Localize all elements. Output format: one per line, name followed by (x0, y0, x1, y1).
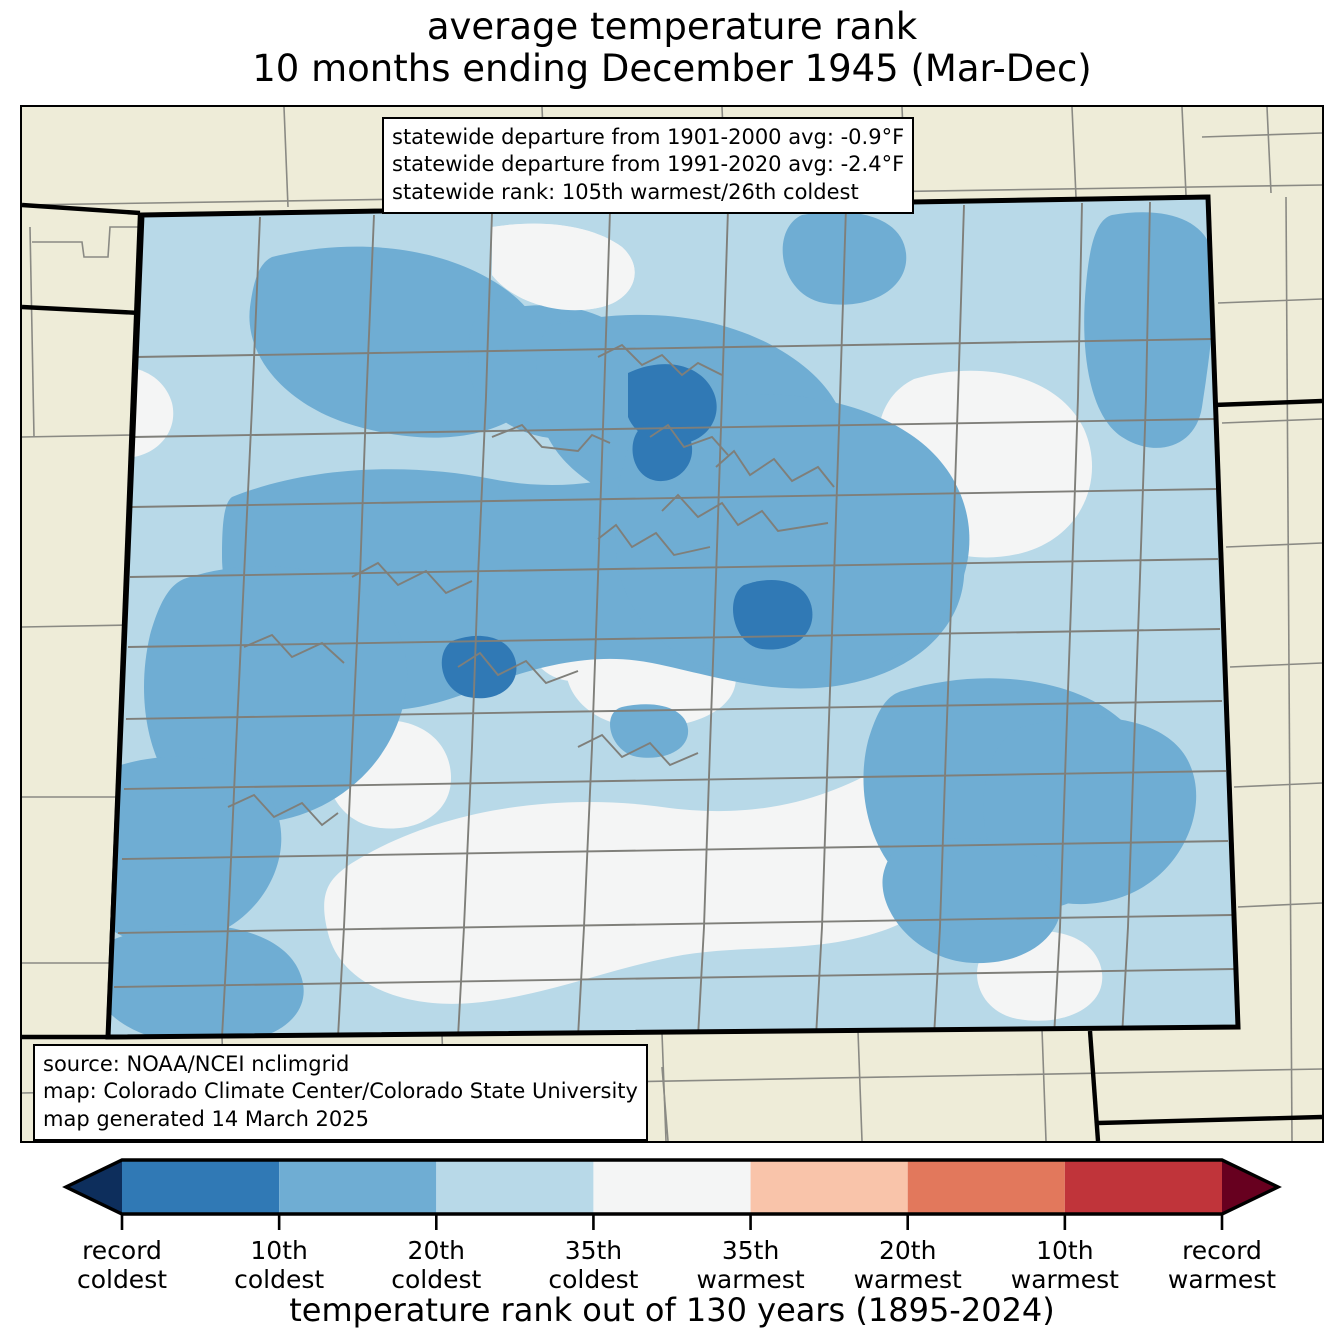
stats-statewide-rank: statewide rank: 105th warmest/26th colde… (392, 179, 859, 204)
colorbar-tick-label: 35th warmest (661, 1236, 841, 1294)
colorbar-tick-label-line2: coldest (234, 1265, 325, 1294)
colorbar-tick-label: 20th warmest (818, 1236, 998, 1294)
colorbar-caption: temperature rank out of 130 years (1895-… (289, 1291, 1055, 1329)
colorado-temperature-rank-map (22, 107, 1322, 1141)
stats-departure-1991-2020: statewide departure from 1991-2020 avg: … (392, 152, 905, 177)
colorbar-tick-label-line1: record (82, 1236, 162, 1265)
colorbar-bands (66, 1160, 1278, 1214)
colorbar-tick-label-line2: warmest (1167, 1265, 1277, 1294)
source-line: source: NOAA/NCEI nclimgrid (43, 1052, 350, 1076)
map-generated-line: map generated 14 March 2025 (43, 1106, 370, 1131)
colorbar-tick-label: 35th coldest (503, 1236, 683, 1294)
colorbar-tick-label-line2: coldest (76, 1265, 168, 1294)
temperature-rank-fill (108, 199, 1238, 1037)
colorbar-under-arrow (66, 1160, 122, 1214)
statistics-box: statewide departure from 1901-2000 avg: … (382, 117, 915, 214)
colorbar-tick-label: record warmest (1132, 1236, 1312, 1294)
colorbar-tick-label: record coldest (32, 1236, 212, 1294)
colorbar-band (122, 1160, 280, 1214)
colorbar-band (750, 1160, 908, 1214)
page-subtitle: 10 months ending December 1945 (Mar-Dec) (252, 47, 1092, 91)
colorbar-tick-label-line1: record (1182, 1236, 1262, 1265)
colorbar-over-arrow (1222, 1160, 1278, 1214)
colorbar-tick-label: 20th coldest (346, 1236, 526, 1294)
colorbar-graphic (62, 1158, 1282, 1230)
colorbar-tick-label-line2: warmest (853, 1265, 962, 1294)
colorbar-tick-label-line1: 35th (564, 1236, 623, 1265)
colorbar-tick-label-line1: 10th (250, 1236, 308, 1265)
colorbar-tick-label-line2: warmest (1010, 1265, 1119, 1294)
map-credit-line: map: Colorado Climate Center/Colorado St… (43, 1079, 638, 1104)
colorbar-ticks (120, 1214, 1224, 1230)
colorbar-band (1064, 1160, 1222, 1214)
colorbar-tick-label: 10th warmest (975, 1236, 1155, 1294)
colorbar-band (907, 1160, 1065, 1214)
colorbar-tick-label-line2: warmest (696, 1265, 805, 1294)
colorado-county-lines (113, 201, 1235, 1037)
title-block: average temperature rank 10 months endin… (0, 5, 1344, 91)
colorbar-band (279, 1160, 437, 1214)
colorbar-tick-label-line2: coldest (391, 1265, 482, 1294)
colorbar-tick-label-line1: 20th (878, 1236, 937, 1265)
colorbar-band (436, 1160, 594, 1214)
colorbar-tick-label-line1: 35th (721, 1236, 780, 1265)
colorbar-tick-label: 10th coldest (189, 1236, 369, 1294)
source-box: source: NOAA/NCEI nclimgrid map: Colorad… (33, 1044, 648, 1141)
colorbar-tick-label-line2: coldest (548, 1265, 639, 1294)
page-title: average temperature rank (426, 5, 918, 48)
stats-departure-1901-2000: statewide departure from 1901-2000 avg: … (392, 125, 905, 149)
colorbar-tick-label-line1: 20th (407, 1236, 466, 1265)
colorbar-band (593, 1160, 751, 1214)
map-panel (20, 105, 1324, 1143)
colorbar: record coldest 10th coldest 20th coldest 35th c… (0, 1152, 1344, 1337)
colorbar-tick-label-line1: 10th (1036, 1236, 1094, 1265)
